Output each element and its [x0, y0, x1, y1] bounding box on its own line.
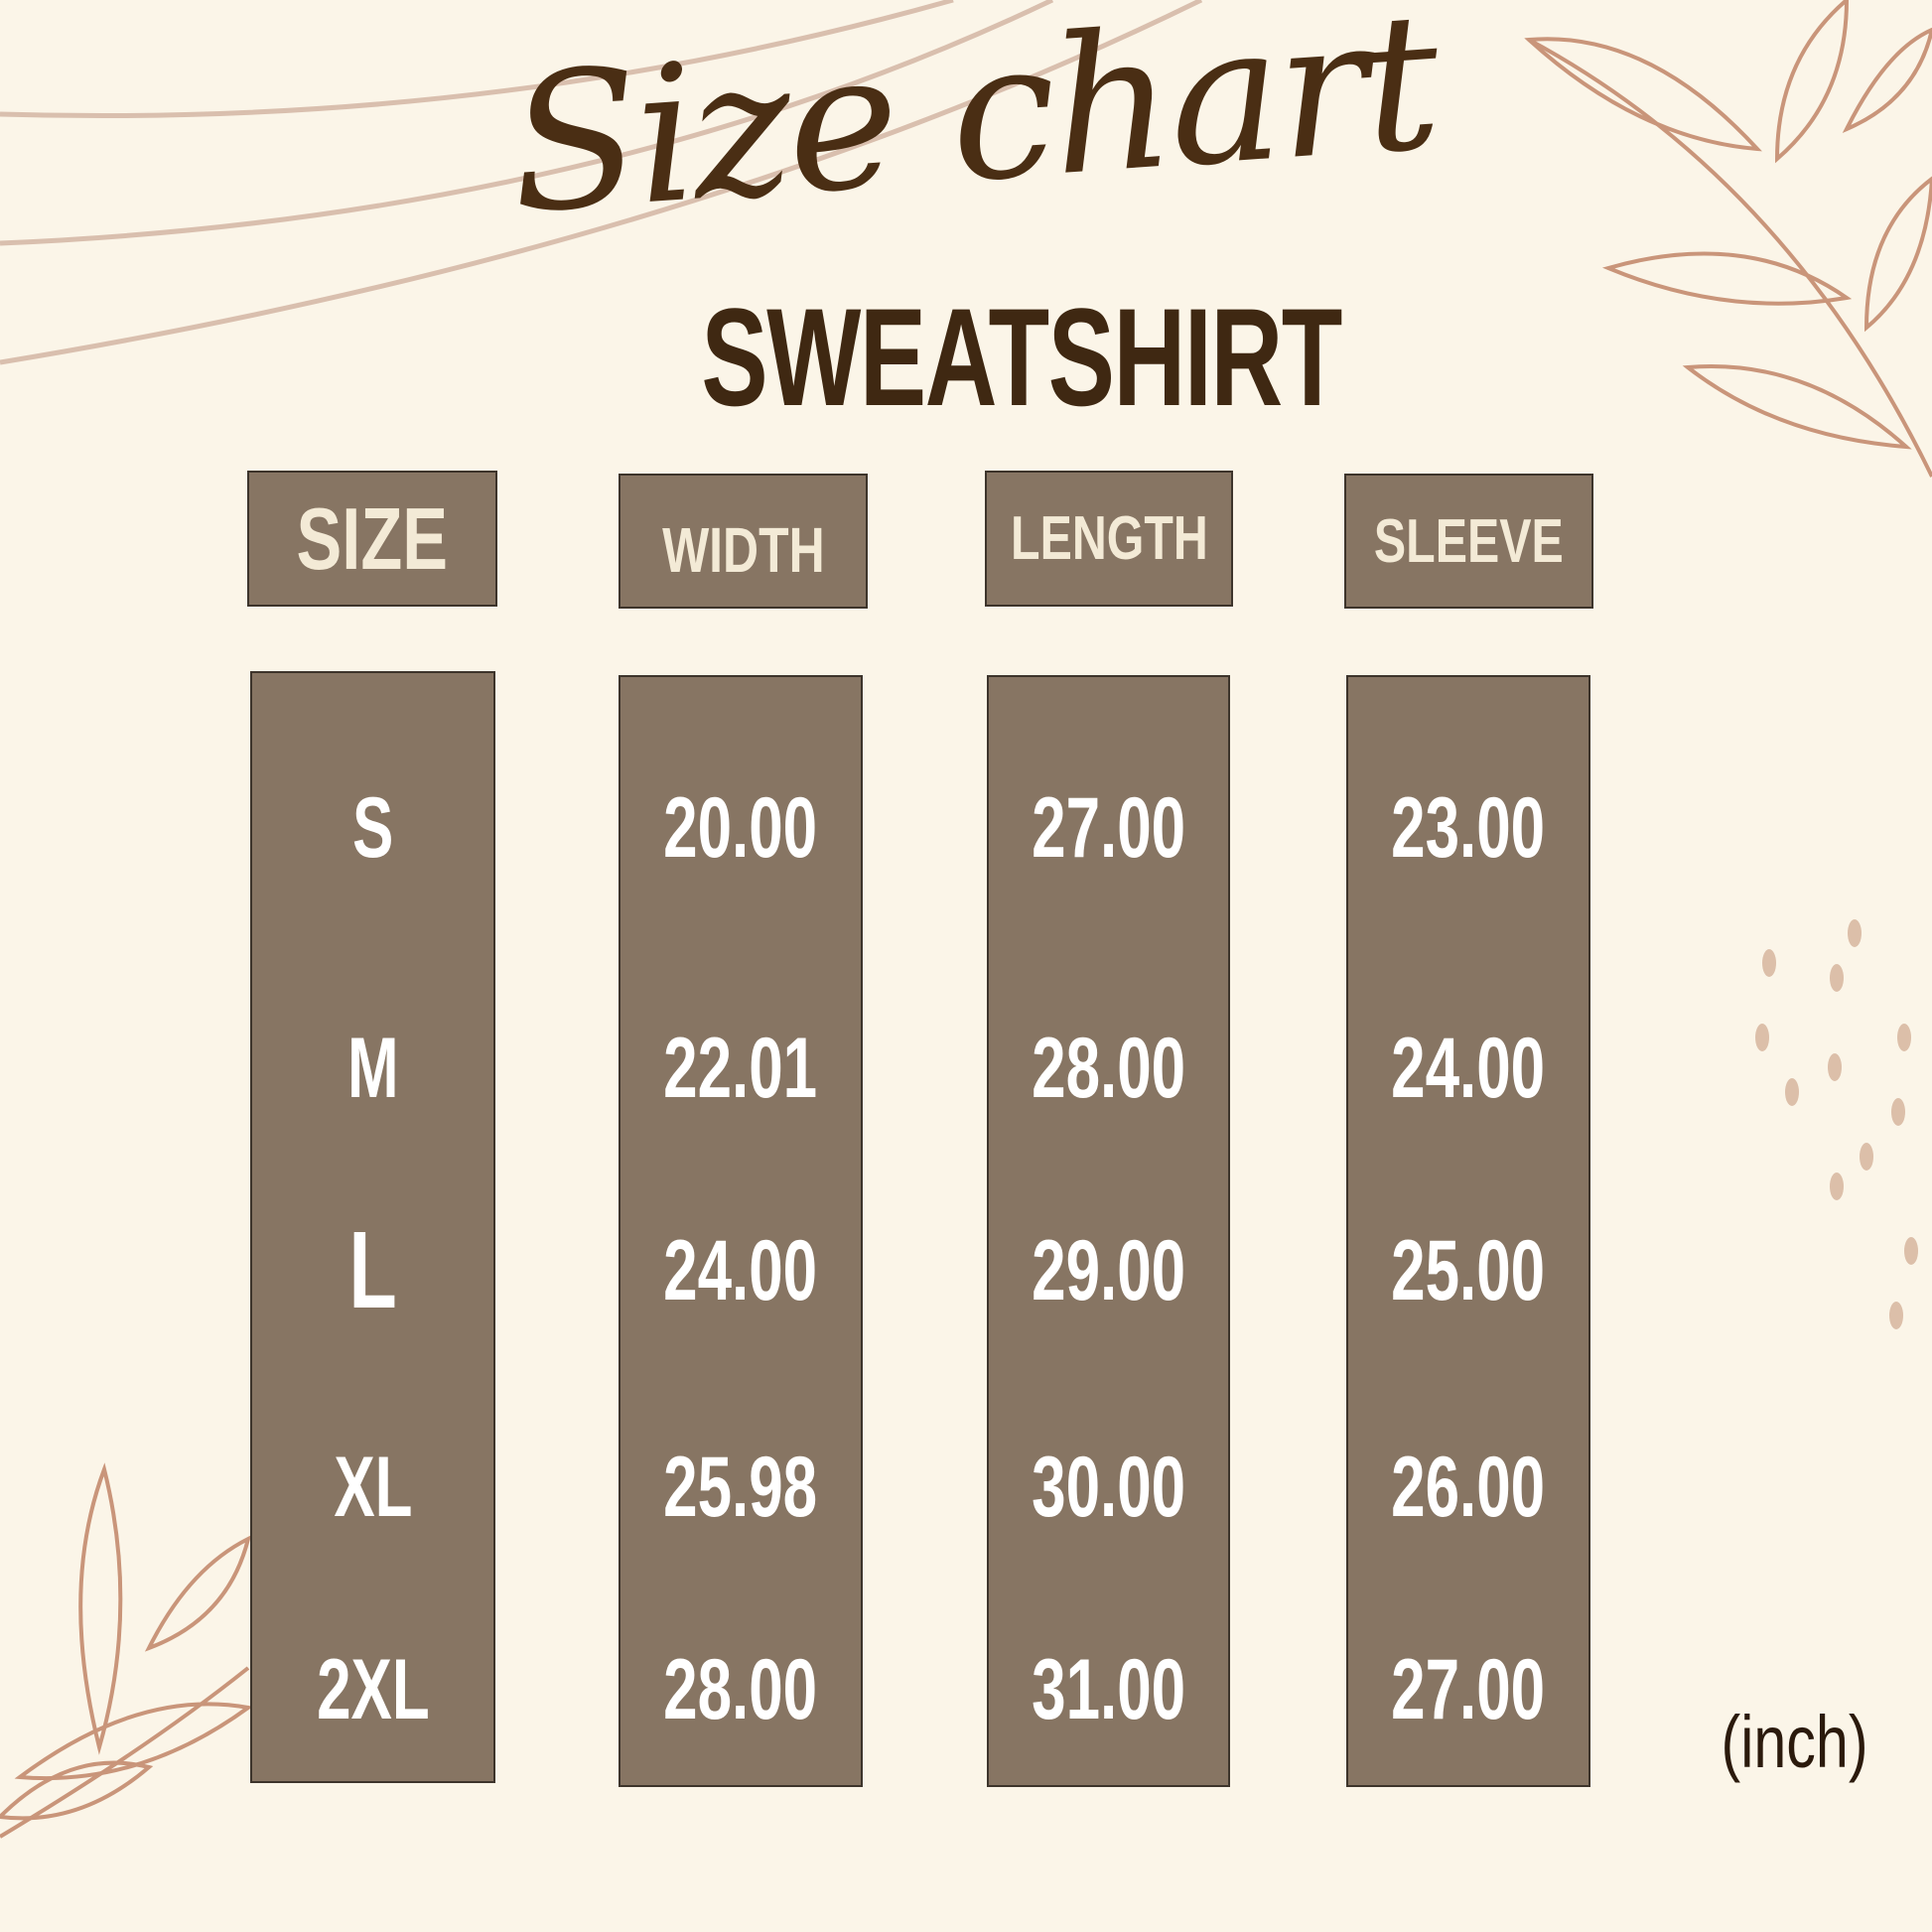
header-width: WIDTH [619, 474, 868, 609]
cell-width: 24.00 [621, 1228, 861, 1313]
cell-value: 25.98 [663, 1440, 818, 1535]
cell-value: M [346, 1021, 399, 1116]
header-length: LENGTH [985, 471, 1233, 607]
cell-sleeve: 23.00 [1348, 785, 1588, 871]
cell-value: 23.00 [1391, 780, 1546, 876]
page-subtitle: SWEATSHIRT [701, 279, 1342, 435]
cell-value: 31.00 [1032, 1642, 1185, 1737]
cell-sleeve: 24.00 [1348, 1026, 1588, 1111]
cell-value: 22.01 [663, 1021, 818, 1116]
cell-length: 29.00 [989, 1228, 1228, 1313]
leaf-branch-top-right-icon [1524, 0, 1932, 478]
cell-value: 27.00 [1391, 1642, 1546, 1737]
cell-value: 28.00 [663, 1642, 818, 1737]
cell-width: 25.98 [621, 1445, 861, 1530]
header-size: SIZE [247, 471, 497, 607]
cell-length: 30.00 [989, 1445, 1228, 1530]
cell-length: 28.00 [989, 1026, 1228, 1111]
cell-sleeve: 26.00 [1348, 1445, 1588, 1530]
cell-value: 27.00 [1032, 780, 1185, 876]
unit-label: (inch) [1721, 1701, 1868, 1783]
cell-size: S [252, 785, 493, 871]
cell-size: L [252, 1216, 493, 1325]
column-size: S M L XL 2XL [250, 671, 495, 1783]
cell-width: 28.00 [621, 1647, 861, 1732]
cell-length: 27.00 [989, 785, 1228, 871]
column-width: 20.00 22.01 24.00 25.98 28.00 [619, 675, 863, 1787]
cell-sleeve: 25.00 [1348, 1228, 1588, 1313]
cell-value: 29.00 [1032, 1223, 1185, 1318]
cell-size: M [252, 1026, 493, 1111]
cell-value: 30.00 [1032, 1440, 1185, 1535]
header-sleeve: SLEEVE [1344, 474, 1593, 609]
cell-length: 31.00 [989, 1647, 1228, 1732]
column-length: 27.00 28.00 29.00 30.00 31.00 [987, 675, 1230, 1787]
cell-value: 24.00 [1391, 1021, 1546, 1116]
cell-sleeve: 27.00 [1348, 1647, 1588, 1732]
cell-value: 2XL [316, 1642, 430, 1737]
cell-width: 20.00 [621, 785, 861, 871]
cell-size: XL [252, 1445, 493, 1530]
cell-width: 22.01 [621, 1026, 861, 1111]
arc-lines [0, 0, 1203, 365]
cell-value: 28.00 [1032, 1021, 1185, 1116]
cell-value: S [351, 780, 394, 876]
cell-value: XL [333, 1440, 413, 1535]
cell-size: 2XL [252, 1647, 493, 1732]
leaf-branch-bottom-left-icon [0, 1462, 253, 1839]
cell-value: 26.00 [1391, 1440, 1546, 1535]
cell-value: L [348, 1209, 397, 1331]
column-sleeve: 23.00 24.00 25.00 26.00 27.00 [1346, 675, 1590, 1787]
cell-value: 20.00 [663, 780, 818, 876]
dots-decoration [1755, 919, 1918, 1329]
cell-value: 25.00 [1391, 1223, 1546, 1318]
cell-value: 24.00 [663, 1223, 818, 1318]
